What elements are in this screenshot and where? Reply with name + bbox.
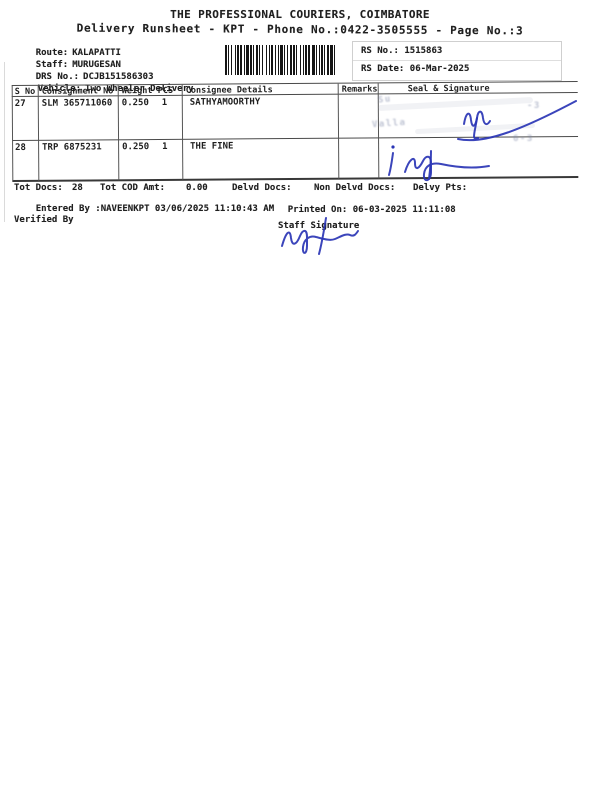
scan-edge-artifact xyxy=(4,62,5,222)
row1-consignment: SLM 365711060 xyxy=(41,98,113,109)
staff-signature-ink xyxy=(281,217,359,255)
col-header-remarks: Remarks xyxy=(341,84,378,95)
row2-sno: 28 xyxy=(15,142,26,153)
printed-on-line: Printed On: 06-03-2025 11:11:08 xyxy=(266,195,456,225)
printed-on-value: 06-03-2025 11:11:08 xyxy=(352,205,456,215)
consignment-barcode-icon xyxy=(225,45,353,75)
route-value: KALAPATTI xyxy=(72,48,121,58)
row1-sno: 27 xyxy=(14,98,26,109)
col-header-consignment: Consignment No xyxy=(41,86,114,97)
delvd-docs-label: Delvd Docs: xyxy=(232,183,292,193)
tot-cod-value: 0.00 xyxy=(186,183,208,193)
rs-date-label: RS Date: xyxy=(361,64,405,74)
delvy-pts-label: Delvy Pts: xyxy=(413,183,468,193)
drs-label: DRS No.: xyxy=(35,72,80,82)
tot-cod-label: Tot COD Amt: xyxy=(100,183,166,193)
non-delvd-docs-label: Non Delvd Docs: xyxy=(314,183,396,193)
col-header-seal: Seal & Signature xyxy=(407,83,490,95)
table-vline-details xyxy=(337,83,340,179)
rs-date-line: RS Date: 06-Mar-2025 xyxy=(361,64,469,74)
page-subtitle: Delivery Runsheet - KPT - Phone No.:0422… xyxy=(76,21,524,38)
staff-value: MURUGESAN xyxy=(72,60,121,70)
printed-on-label: Printed On: xyxy=(287,205,348,215)
table-vline-left xyxy=(11,85,14,181)
col-header-sno: S No xyxy=(14,86,36,97)
stamp-text-fragment: -3 xyxy=(527,101,541,111)
verified-by-label: Verified By xyxy=(14,215,74,225)
vehicle-value: Two Wheeler Delivery xyxy=(85,84,194,94)
rs-no-value: 1515863 xyxy=(404,46,443,56)
row2-consignment: TRP 6875231 xyxy=(42,142,102,153)
tot-docs-value: 28 xyxy=(72,183,83,193)
drs-value: DCJB151586303 xyxy=(83,72,154,82)
drs-line: DRS No.: DCJB151586303 xyxy=(14,62,154,92)
col-header-weight: Weight xyxy=(121,86,153,97)
staff-signature-label: Staff Signature xyxy=(278,221,360,231)
col-header-details: Consignee Details xyxy=(185,85,273,96)
consignee-signature-row1 xyxy=(457,100,577,142)
vehicle-line: Vehicle: Two Wheeler Delivery xyxy=(16,74,194,104)
row1-pcs: 1 xyxy=(161,97,168,108)
stamp-text-fragment: 6-3 xyxy=(513,134,534,144)
stamp-text-fragment: Su xyxy=(377,94,393,106)
rs-info-box: RS No.: 1515863 RS Date: 06-Mar-2025 xyxy=(352,41,562,81)
consignee-signature-row2 xyxy=(388,145,490,182)
page-title: THE PROFESSIONAL COURIERS, COIMBATORE xyxy=(170,8,430,21)
row2-weight: 0.250 xyxy=(122,142,150,153)
rs-box-divider xyxy=(353,60,561,61)
table-vline-sno xyxy=(37,85,40,181)
tot-docs-label: Tot Docs: xyxy=(14,183,63,193)
route-line: Route: KALAPATTI xyxy=(14,38,121,68)
table-vline-weight xyxy=(181,84,184,180)
route-label: Route: xyxy=(35,48,69,58)
entered-by-line: Entered By :NAVEENKPT 03/06/2025 11:10:4… xyxy=(14,194,274,224)
rs-date-value: 06-Mar-2025 xyxy=(409,64,470,74)
row1-weight: 0.250 xyxy=(121,98,149,109)
vehicle-label: Vehicle: xyxy=(37,84,82,94)
staff-label: Staff: xyxy=(35,60,69,70)
row2-pcs: 1 xyxy=(162,141,168,152)
row1-consignee: SATHYAMOORTHY xyxy=(189,97,261,108)
rs-no-line: RS No.: 1515863 xyxy=(361,46,442,56)
table-vline-consignment xyxy=(117,85,120,181)
staff-line: Staff: MURUGESAN xyxy=(14,50,121,80)
row2-consignee: THE FINE xyxy=(190,141,234,152)
entered-by-label: Entered By : xyxy=(35,204,101,214)
rs-no-label: RS No.: xyxy=(361,46,399,56)
col-header-pcs: PCS xyxy=(157,85,174,96)
entered-by-value: NAVEENKPT 03/06/2025 11:10:43 AM xyxy=(100,204,275,214)
